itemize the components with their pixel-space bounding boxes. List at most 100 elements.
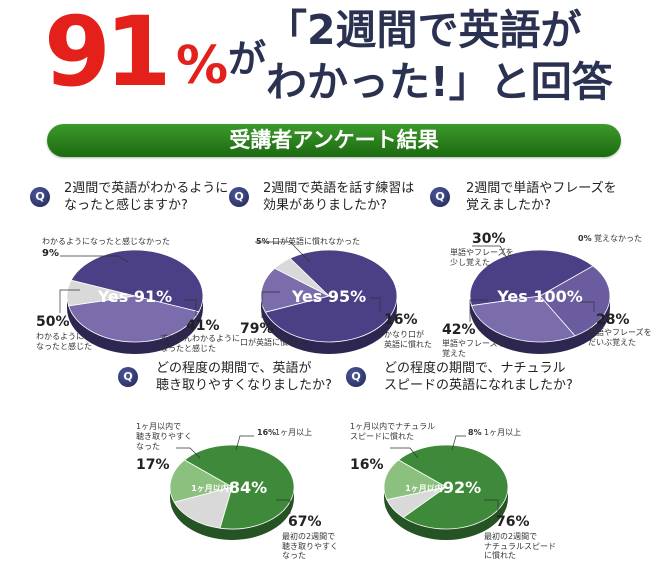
question-5-icon: Q [346,367,366,387]
pie-1-side [67,296,203,354]
pie-2-slice-3 [273,257,330,297]
q2-slice-much-pct: 16% [384,312,418,328]
leader-line-2 [59,289,80,313]
pie-5-center-pct: 92% [443,478,481,497]
leader-line-15 [484,499,499,514]
q4-slice-twoweek-label3: なった [282,551,306,560]
question-1-icon: Q [30,187,50,207]
leader-line-8 [469,299,488,322]
q4-slice-month-label3: なった [136,442,160,451]
question-4-icon: Q [118,367,138,387]
pie-3-center-label: Yes 100% [496,287,583,306]
question-4-line1: どの程度の期間で、英語が [156,361,312,376]
q1-slice-yes-label2: なったと感じた [36,342,92,351]
question-2-icon: Q [229,187,249,207]
leader-line-13 [390,447,419,459]
pie-2-slice-1 [264,249,398,343]
headline-line2: わかった!」と回答 [266,58,613,106]
leader-line-12 [276,499,291,514]
pie-4-center-prefix: 1ヶ月以内 [191,483,229,493]
pie-1-center-label: Yes 91% [97,287,172,306]
leader-line-5 [261,291,280,318]
pie-5-slice-1 [383,459,448,501]
q3-slice-much-pct: 28% [596,312,630,328]
q2-slice-yes-label: 口が英語に慣れた [240,338,304,347]
q3-slice-learned-label1: 単語やフレーズを [442,339,506,348]
q5-slice-twoweek-label3: に慣れた [484,551,516,560]
question-5-line2: スピードの英語になれましたか? [384,378,573,393]
q2-slice-no-label: 口が英語に慣れなかった [272,237,360,246]
headline-number: 91 [44,0,172,108]
q3-slice-learned-label2: 覚えた [442,349,466,358]
question-3-line1: 2週間で単語やフレーズを [466,181,617,196]
q3-slice-learned-pct: 42% [442,322,476,338]
q1-slice-much-label1: ずいぶんわかるように [160,334,240,343]
q5-slice-twoweek-label1: 最初の2週間で [484,532,538,541]
pie-1-slice-2 [68,295,200,343]
q3-slice-little-label1: 単語やフレーズを [450,248,514,257]
leader-line-14 [451,435,466,451]
pie-1-slice-1 [70,249,204,313]
leader-line-3 [184,299,197,316]
q3-slice-little-label2: 少し覚えた [450,258,490,267]
pie-5-side [384,487,508,540]
q5-slice-over-label: 1ヶ月以上 [484,428,522,437]
q5-slice-month-pct: 16% [350,457,384,473]
pie-5-center-prefix: 1ヶ月以内 [405,483,443,493]
leader-line-1 [60,255,129,263]
q5-slice-month-label2: スピードに慣れた [350,432,414,441]
q2-slice-no-pct: 5% [256,237,270,246]
q4-slice-month-pct: 17% [136,457,170,473]
q3-slice-much-label2: だいぶ覚えた [588,338,636,347]
q3-slice-none-label: 覚えなかった [594,234,642,243]
question-4-line2: 聴き取りやすくなりましたか? [156,378,332,393]
leader-line-11 [235,435,254,451]
pie-3-side [470,296,610,354]
leader-line-4 [255,241,311,263]
q4-slice-month-label1: 1ヶ月以内で [136,422,182,431]
pie-3-slice-1 [471,295,576,343]
pie-1-slice-3 [66,279,136,307]
pie-4-slice-3 [173,486,233,529]
question-3-line2: 覚えましたか? [466,198,551,213]
headline-line1: 「2週間で英語が [266,6,582,54]
pie-2-center-label: Yes 95% [291,287,366,306]
headline: 91 % が 「2週間で英語が わかった!」と回答 [0,0,666,120]
leader-line-9 [580,301,595,312]
pie-3-slice-3 [539,265,611,337]
q5-slice-over-pct: 8% [468,428,482,437]
question-1-line2: なったと感じますか? [64,198,188,213]
q5-slice-month-label1: 1ヶ月以内でナチュラル [350,422,436,431]
q3-slice-none-pct: 0% [578,234,592,243]
leader-line-6 [370,297,381,312]
q1-slice-yes-pct: 50% [36,314,70,330]
q2-slice-much-label2: 英語に慣れた [384,340,432,349]
q1-slice-no-label: わかるようになったと感じなかった [42,237,170,246]
pie-2-side [261,296,397,354]
pie-4-slice-2 [183,444,295,530]
pie-2-slice-2 [260,267,331,313]
q2-slice-yes-pct: 79% [240,321,274,337]
pie-4-center-pct: 84% [229,478,267,497]
q4-slice-twoweek-label1: 最初の2週間で [282,532,336,541]
q2-slice-much-label1: かなり口が [384,330,424,339]
question-1-line1: 2週間で英語がわかるように [64,181,229,196]
q4-slice-over-pct: 16% [257,428,277,437]
q4-slice-twoweek-label2: 聴き取りやすく [282,542,338,551]
question-2-line1: 2週間で英語を話す練習は [263,181,415,196]
question-2-line2: 効果がありましたか? [263,198,387,213]
pie-3-slice-2 [469,249,594,307]
q4-slice-over-label: 1ヶ月以上 [275,428,313,437]
q1-slice-much-pct: 41% [186,318,220,334]
q5-slice-twoweek-pct: 76% [496,514,530,530]
headline-percent: % [176,36,229,96]
leader-line-10 [176,447,201,459]
survey-results-banner: 受講者アンケート結果 [47,124,621,157]
q4-slice-twoweek-pct: 67% [288,514,322,530]
pie-5-slice-2 [397,444,509,530]
question-3-icon: Q [430,187,450,207]
q3-slice-much-label1: 単語やフレーズを [588,328,652,337]
q3-slice-little-pct: 30% [472,231,506,247]
q4-slice-month-label2: 聴き取りやすく [136,432,192,441]
